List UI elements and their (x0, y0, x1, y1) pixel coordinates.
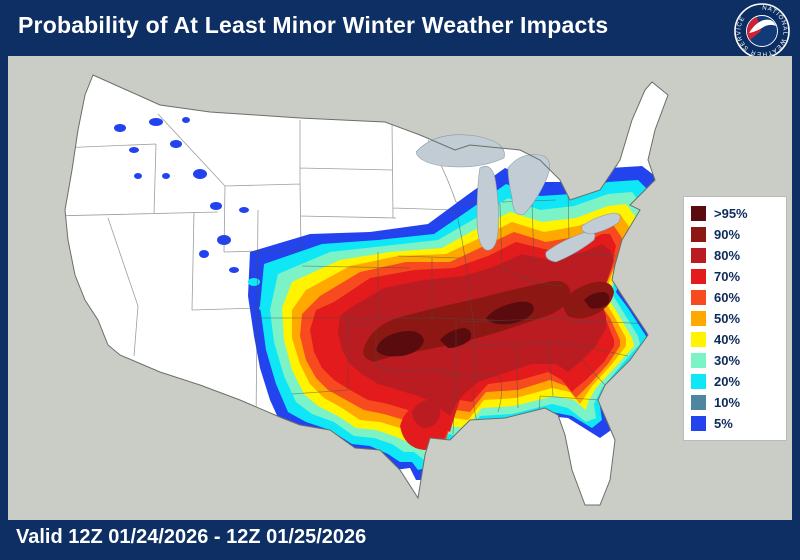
legend-item: 90% (691, 224, 779, 245)
legend-color-swatch (691, 353, 706, 368)
legend-item: >95% (691, 203, 779, 224)
legend-item: 10% (691, 392, 779, 413)
legend-color-swatch (691, 248, 706, 263)
legend-label: 80% (714, 248, 741, 263)
probability-legend: >95% 90% 80% 70% 60% 50% 40% 30% (683, 196, 787, 441)
legend-color-swatch (691, 269, 706, 284)
lake-michigan (476, 166, 499, 251)
legend-color-swatch (691, 416, 706, 431)
legend-label: 10% (714, 395, 741, 410)
legend-item: 40% (691, 329, 779, 350)
legend-color-swatch (691, 206, 706, 221)
legend-color-swatch (691, 311, 706, 326)
legend-color-swatch (691, 374, 706, 389)
legend-item: 5% (691, 413, 779, 434)
legend-color-swatch (691, 227, 706, 242)
legend-label: 60% (714, 290, 741, 305)
contour-95pct (376, 292, 610, 357)
logo-gull-icon (749, 19, 776, 33)
legend-label: 5% (714, 416, 733, 431)
nws-logo: NATIONAL WEATHER SERVICE (734, 3, 790, 59)
valid-time-text: Valid 12Z 01/24/2026 - 12Z 01/25/2026 (16, 526, 367, 548)
lake-huron (507, 154, 550, 215)
legend-label: 30% (714, 353, 741, 368)
us-coastline (64, 74, 669, 506)
conus-map (8, 56, 792, 520)
legend-label: >95% (714, 206, 748, 221)
page-title: Probability of At Least Minor Winter Wea… (18, 12, 609, 38)
legend-label: 40% (714, 332, 741, 347)
legend-color-swatch (691, 290, 706, 305)
lake-ontario (581, 212, 621, 235)
legend-item: 20% (691, 371, 779, 392)
legend-label: 20% (714, 374, 741, 389)
contour-90pct (363, 281, 614, 362)
legend-label: 50% (714, 311, 741, 326)
legend-label: 70% (714, 269, 741, 284)
lake-erie (545, 231, 596, 263)
scattered-low-prob-areas (114, 117, 249, 273)
legend-color-swatch (691, 395, 706, 410)
legend-item: 30% (691, 350, 779, 371)
legend-item: 70% (691, 266, 779, 287)
legend-color-swatch (691, 332, 706, 347)
legend-item: 50% (691, 308, 779, 329)
legend-item: 80% (691, 245, 779, 266)
legend-item: 60% (691, 287, 779, 308)
legend-label: 90% (714, 227, 741, 242)
